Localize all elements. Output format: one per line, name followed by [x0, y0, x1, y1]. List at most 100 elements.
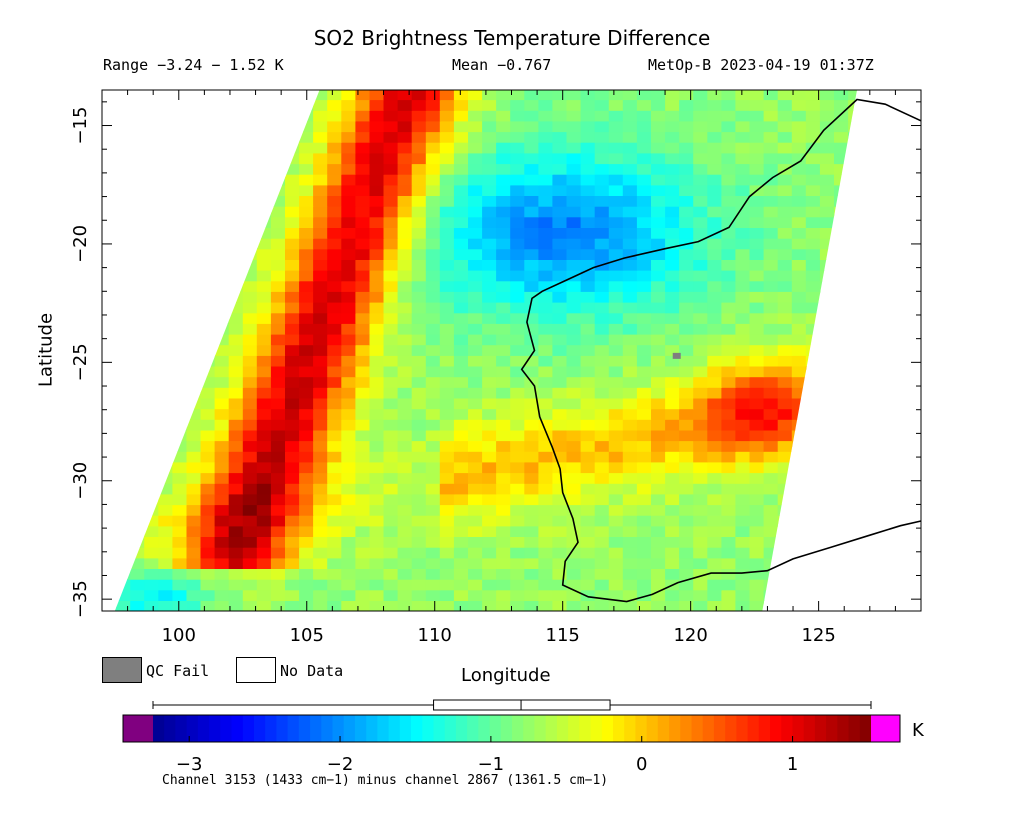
- no-data-swatch: [236, 657, 276, 683]
- lon-tick-label: 125: [801, 625, 835, 646]
- colorbar-segment: [265, 715, 277, 742]
- colorbar-segment: [680, 715, 692, 742]
- colorbar-segment: [254, 715, 266, 742]
- mean-readout: Mean −0.767: [452, 56, 552, 74]
- colorbar-segment: [579, 715, 591, 742]
- colorbar-tick-label: 0: [636, 754, 647, 775]
- colorbar-over-swatch: [871, 715, 900, 742]
- x-axis-label: Longitude: [461, 665, 551, 686]
- no-data-label: No Data: [280, 662, 344, 680]
- stats-box: [433, 699, 611, 711]
- range-readout: Range −3.24 − 1.52 K: [103, 56, 284, 74]
- colorbar-segment: [366, 715, 378, 742]
- satellite-timestamp: MetOp-B 2023-04-19 01:37Z: [648, 56, 874, 74]
- colorbar-segment: [691, 715, 704, 742]
- colorbar-segment: [399, 715, 412, 742]
- colorbar-segment: [512, 715, 524, 742]
- colorbar-tick-label: −2: [327, 754, 354, 775]
- colorbar-frame: [122, 714, 901, 743]
- colorbar-segment: [422, 715, 434, 742]
- channel-footnote: Channel 3153 (1433 cm−1) minus channel 2…: [162, 773, 609, 788]
- colorbar-segment: [702, 715, 715, 742]
- colorbar-unit: K: [912, 720, 924, 741]
- colorbar-segment: [568, 715, 580, 742]
- colorbar-segment: [613, 715, 625, 742]
- colorbar-segment: [770, 715, 782, 742]
- y-axis-label: Latitude: [35, 312, 57, 388]
- colorbar-segment: [657, 715, 670, 742]
- lon-tick-label: 105: [290, 625, 324, 646]
- colorbar-segment: [747, 715, 760, 742]
- colorbar-under-swatch: [123, 715, 153, 742]
- coastline: [520, 98, 922, 603]
- colorbar-segment: [758, 715, 771, 742]
- colorbar-segment: [332, 715, 345, 742]
- lat-tick-label: −20: [70, 225, 91, 263]
- qc-fail-pixel: [672, 352, 681, 359]
- colorbar-segment: [713, 715, 726, 742]
- colorbar-segment: [411, 715, 423, 742]
- lon-tick-label: 120: [673, 625, 707, 646]
- colorbar-segment: [209, 715, 221, 742]
- colorbar-segment: [545, 715, 558, 742]
- colorbar-segment: [175, 715, 188, 742]
- qc-fail-swatch: [102, 657, 142, 683]
- colorbar-segment: [523, 715, 535, 742]
- colorbar-segment: [826, 715, 838, 742]
- colorbar-segment: [500, 715, 513, 742]
- lat-tick-label: −35: [70, 580, 91, 618]
- colorbar-segment: [556, 715, 569, 742]
- colorbar-segment: [231, 715, 244, 742]
- colorbar-tick-label: −3: [176, 754, 203, 775]
- qc-fail-label: QC Fail: [146, 662, 210, 680]
- colorbar-segment: [298, 715, 311, 742]
- colorbar-segment: [242, 715, 255, 742]
- brightness-temperature-field: [114, 90, 858, 611]
- colorbar-segment: [646, 715, 659, 742]
- lon-tick-label: 115: [546, 625, 580, 646]
- lat-tick-label: −25: [70, 343, 91, 381]
- colorbar-segment: [803, 715, 816, 742]
- colorbar-segment: [186, 715, 199, 742]
- colorbar-segment: [736, 715, 749, 742]
- colorbar-tick-label: −1: [478, 754, 505, 775]
- colorbar-segment: [153, 715, 165, 742]
- colorbar-segment: [467, 715, 479, 742]
- colorbar-segment: [164, 715, 176, 742]
- lat-tick-label: −30: [70, 462, 91, 500]
- chart-title: SO2 Brightness Temperature Difference: [313, 26, 711, 50]
- colorbar-segment: [310, 715, 322, 742]
- colorbar-segment: [489, 715, 502, 742]
- colorbar-segment: [635, 715, 648, 742]
- colorbar-segment: [455, 715, 468, 742]
- colorbar-segment: [478, 715, 490, 742]
- colorbar-segment: [837, 715, 849, 742]
- colorbar-segment: [781, 715, 793, 742]
- colorbar-segment: [848, 715, 861, 742]
- colorbar: [153, 715, 872, 742]
- colorbar-segment: [220, 715, 232, 742]
- colorbar-segment: [321, 715, 333, 742]
- colorbar-segment: [377, 715, 390, 742]
- colorbar-segment: [287, 715, 300, 742]
- colorbar-segment: [444, 715, 457, 742]
- colorbar-segment: [343, 715, 356, 742]
- colorbar-segment: [859, 715, 872, 742]
- colorbar-segment: [601, 715, 614, 742]
- colorbar-segment: [725, 715, 737, 742]
- colorbar-segment: [433, 715, 446, 742]
- lat-tick-label: −15: [70, 107, 91, 145]
- colorbar-segment: [388, 715, 401, 742]
- colorbar-segment: [590, 715, 603, 742]
- lon-tick-label: 110: [418, 625, 452, 646]
- colorbar-segment: [534, 715, 547, 742]
- colorbar-segment: [276, 715, 289, 742]
- colorbar-segment: [354, 715, 367, 742]
- lon-tick-label: 100: [162, 625, 196, 646]
- colorbar-segment: [197, 715, 210, 742]
- colorbar-segment: [792, 715, 805, 742]
- colorbar-segment: [814, 715, 827, 742]
- colorbar-segment: [669, 715, 681, 742]
- colorbar-segment: [624, 715, 636, 742]
